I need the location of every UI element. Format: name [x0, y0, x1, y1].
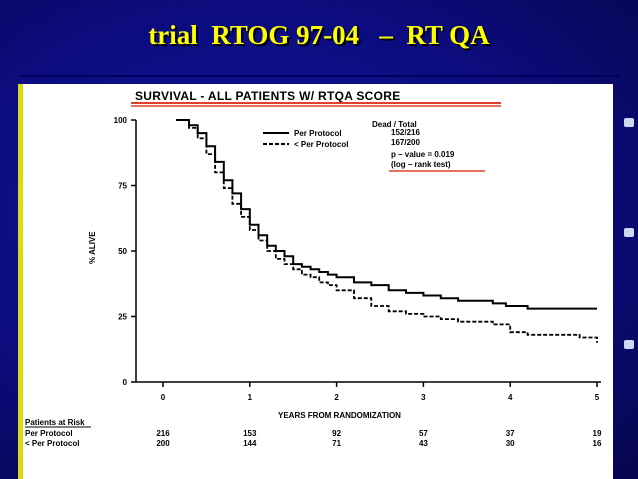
at-risk-value: 92 — [332, 429, 341, 438]
title-underline — [20, 75, 620, 77]
at-risk-row-label: Per Protocol — [25, 429, 73, 438]
at-risk-row-label: < Per Protocol — [25, 439, 79, 448]
legend-label-below-protocol: < Per Protocol — [294, 140, 348, 149]
at-risk-value: 19 — [593, 429, 602, 438]
at-risk-value: 43 — [419, 439, 428, 448]
chart-panel: SURVIVAL - ALL PATIENTS W/ RTQA SCORE 0 2… — [23, 84, 613, 479]
legend-count-per-protocol: 152/216 — [391, 128, 420, 137]
at-risk-value: 153 — [243, 429, 257, 438]
legend-header: Dead / Total — [372, 120, 417, 129]
slide-title: trial RTOG 97-04 – RT QA — [148, 20, 490, 50]
legend-pvalue: p – value = 0.019 — [391, 150, 455, 159]
y-tick-label: 75 — [118, 182, 127, 191]
x-tick-label: 1 — [248, 393, 253, 402]
x-tick-label: 5 — [595, 393, 600, 402]
at-risk-header: Patients at Risk — [25, 418, 85, 427]
at-risk-value: 216 — [156, 429, 170, 438]
x-tick-label: 0 — [161, 393, 166, 402]
series-line-below-protocol — [176, 119, 598, 343]
survival-chart: SURVIVAL - ALL PATIENTS W/ RTQA SCORE 0 2… — [25, 89, 602, 448]
series-line-per-protocol — [176, 119, 597, 310]
at-risk-value: 71 — [332, 439, 341, 448]
at-risk-value: 16 — [593, 439, 602, 448]
x-axis-label: YEARS FROM RANDOMIZATION — [278, 411, 401, 420]
y-tick-label: 0 — [123, 378, 128, 387]
at-risk-value: 200 — [156, 439, 170, 448]
y-axis-label: % ALIVE — [88, 231, 97, 264]
edge-mark — [624, 340, 634, 349]
at-risk-value: 144 — [243, 439, 257, 448]
x-tick-label: 2 — [334, 393, 339, 402]
y-tick-label: 50 — [118, 247, 127, 256]
y-tick-label: 25 — [118, 313, 127, 322]
at-risk-value: 30 — [506, 439, 515, 448]
left-accent-strip — [18, 84, 23, 479]
legend-test: (log – rank test) — [391, 160, 451, 169]
edge-mark — [624, 118, 634, 127]
x-tick-label: 4 — [508, 393, 513, 402]
at-risk-value: 57 — [419, 429, 428, 438]
legend-count-below-protocol: 167/200 — [391, 138, 420, 147]
x-tick-label: 3 — [421, 393, 426, 402]
y-tick-label: 100 — [114, 116, 128, 125]
at-risk-value: 37 — [506, 429, 515, 438]
legend-label-per-protocol: Per Protocol — [294, 129, 342, 138]
edge-mark — [624, 228, 634, 237]
chart-title: SURVIVAL - ALL PATIENTS W/ RTQA SCORE — [135, 89, 401, 103]
